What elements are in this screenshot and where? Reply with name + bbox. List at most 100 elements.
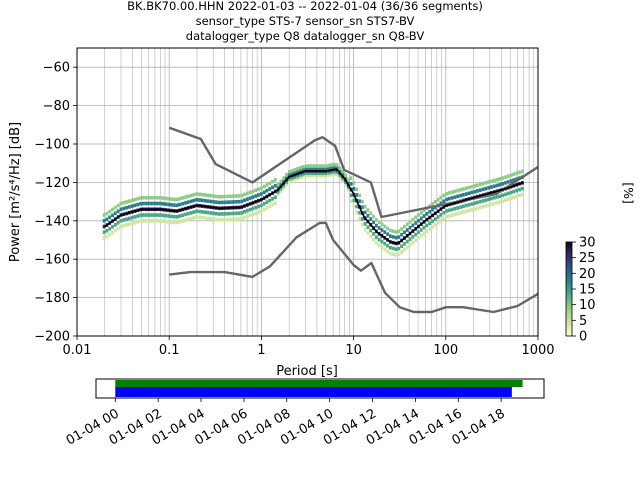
- heatmap-cell: [231, 211, 235, 216]
- heatmap-cell: [257, 193, 260, 197]
- heatmap-cell: [276, 190, 280, 194]
- heatmap-cell: [259, 186, 263, 191]
- heatmap-cell: [355, 193, 359, 197]
- heatmap-cell: [461, 204, 465, 209]
- heatmap-cell: [369, 217, 373, 221]
- heatmap-cell: [408, 220, 412, 224]
- heatmap-cell: [509, 196, 513, 201]
- heatmap-cell: [127, 205, 131, 209]
- heatmap-cell: [296, 169, 300, 173]
- heatmap-cell: [380, 239, 384, 244]
- heatmap-cell: [473, 184, 477, 188]
- heatmap-cell: [447, 191, 451, 195]
- heatmap-cell: [467, 185, 471, 190]
- heatmap-cell: [515, 188, 519, 193]
- heatmap-cell: [167, 214, 171, 218]
- heatmap-cell: [282, 183, 286, 188]
- heatmap-cell: [234, 211, 238, 216]
- heatmap-cell: [285, 180, 288, 184]
- heatmap-cell: [102, 230, 106, 235]
- heatmap-cell: [324, 173, 328, 178]
- heatmap-cell: [425, 229, 429, 233]
- heatmap-cell: [209, 193, 213, 198]
- heatmap-cell: [346, 187, 350, 192]
- heatmap-cell: [245, 214, 249, 219]
- heatmap-cell: [313, 171, 317, 176]
- heatmap-cell: [245, 208, 249, 213]
- heatmap-cell: [498, 177, 502, 181]
- colorbar-tick-label: 5: [579, 314, 587, 329]
- title-line-3: datalogger_type Q8 datalogger_sn Q8-BV: [186, 29, 425, 43]
- heatmap-cell: [492, 178, 496, 183]
- heatmap-cell: [372, 232, 375, 236]
- heatmap-cell: [223, 217, 227, 222]
- heatmap-cell: [383, 224, 387, 229]
- x-axis-label: Period [s]: [276, 364, 338, 379]
- heatmap-cell: [113, 211, 117, 216]
- heatmap-cell: [262, 184, 266, 189]
- heatmap-cell: [490, 179, 493, 184]
- heatmap-cell: [417, 230, 420, 235]
- heatmap-cell: [380, 228, 384, 232]
- heatmap-cell: [181, 196, 185, 200]
- heatmap-cell: [422, 225, 426, 230]
- heatmap-cell: [346, 178, 350, 182]
- heatmap-cell: [374, 241, 378, 245]
- colorbar-label: [%]: [621, 182, 636, 204]
- heatmap-cell: [408, 243, 412, 247]
- heatmap-cell: [203, 198, 207, 203]
- heatmap-cell: [470, 190, 474, 195]
- heatmap-cell: [495, 195, 499, 199]
- heatmap-cell: [223, 212, 227, 216]
- heatmap-cell: [346, 185, 350, 189]
- heatmap-cell: [431, 225, 434, 229]
- heatmap-cell: [273, 178, 277, 182]
- heatmap-cell: [476, 189, 479, 193]
- heatmap-cell: [408, 237, 412, 242]
- heatmap-cell: [214, 194, 218, 199]
- heatmap-cell: [237, 194, 241, 198]
- heatmap-cell: [450, 213, 454, 218]
- heatmap-cell: [290, 168, 294, 173]
- heatmap-cell: [490, 196, 493, 201]
- y-tick-label: −60: [43, 61, 70, 76]
- heatmap-cell: [127, 216, 131, 221]
- heatmap-cell: [431, 207, 434, 212]
- heatmap-cell: [136, 202, 140, 207]
- heatmap-cell: [108, 232, 112, 237]
- heatmap-cell: [464, 203, 468, 208]
- heatmap-cell: [144, 219, 148, 223]
- coverage-bar: [115, 387, 512, 397]
- heatmap-cell: [506, 191, 510, 196]
- heatmap-cell: [352, 198, 356, 203]
- heatmap-cell: [417, 236, 420, 240]
- heatmap-cell: [498, 182, 502, 187]
- heatmap-cell: [484, 204, 488, 208]
- heatmap-cell: [161, 213, 165, 218]
- heatmap-cell: [111, 230, 114, 235]
- heatmap-cell: [133, 215, 137, 219]
- heatmap-cell: [403, 224, 406, 229]
- y-tick-label: −80: [43, 99, 70, 114]
- heatmap-cell: [512, 172, 516, 177]
- heatmap-cell: [360, 199, 364, 204]
- heatmap-cell: [285, 173, 288, 177]
- heatmap-cell: [296, 166, 300, 171]
- heatmap-cell: [307, 166, 311, 171]
- heatmap-cell: [321, 166, 325, 171]
- heatmap-cell: [515, 171, 519, 176]
- heatmap-cell: [419, 216, 423, 221]
- heatmap-cell: [433, 223, 437, 227]
- heatmap-cell: [341, 179, 345, 183]
- heatmap-cell: [414, 238, 418, 243]
- heatmap-cell: [476, 183, 479, 187]
- heatmap-cell: [220, 212, 224, 216]
- heatmap-cell: [279, 189, 283, 193]
- heatmap-cell: [167, 196, 171, 201]
- heatmap-cell: [366, 231, 370, 235]
- heatmap-cell: [366, 225, 370, 230]
- heatmap-cell: [316, 164, 319, 168]
- heatmap-cell: [186, 211, 190, 216]
- heatmap-cell: [181, 219, 185, 223]
